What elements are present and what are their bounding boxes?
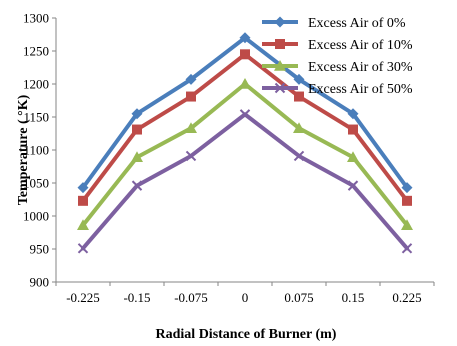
data-point bbox=[401, 182, 413, 194]
data-point bbox=[293, 122, 305, 134]
data-point bbox=[186, 91, 196, 102]
data-point bbox=[401, 219, 413, 231]
data-point bbox=[347, 151, 359, 163]
legend-label: Excess Air of 0% bbox=[308, 16, 406, 31]
data-point bbox=[185, 122, 197, 134]
data-point bbox=[239, 109, 251, 120]
x-tick-label: 0.15 bbox=[342, 290, 365, 305]
data-point bbox=[131, 180, 143, 191]
data-point-stroke bbox=[131, 180, 143, 191]
x-tick-label: -0.225 bbox=[66, 290, 100, 305]
data-point-stroke bbox=[239, 109, 251, 120]
data-point bbox=[77, 243, 89, 254]
data-point bbox=[240, 49, 250, 60]
data-point bbox=[185, 73, 197, 85]
x-tick-label: 0.075 bbox=[284, 290, 313, 305]
legend-item-2: Excess Air of 10% bbox=[262, 38, 413, 53]
y-tick-label: 1050 bbox=[23, 176, 49, 191]
data-point-stroke bbox=[77, 243, 89, 254]
data-point bbox=[185, 150, 197, 162]
x-axis-title: Radial Distance of Burner (m) bbox=[156, 327, 337, 342]
legend: Excess Air of 0% Excess Air of 10% Excess … bbox=[262, 16, 413, 97]
series-3 bbox=[77, 78, 413, 231]
legend-label: Excess Air of 10% bbox=[308, 38, 413, 53]
legend-label: Excess Air of 50% bbox=[308, 82, 413, 97]
data-point bbox=[131, 108, 143, 120]
data-point-stroke bbox=[401, 243, 413, 254]
y-tick-label: 1150 bbox=[23, 110, 49, 125]
y-axis-title: Temperature ( °K) bbox=[16, 94, 31, 205]
x-tick-label: 0.225 bbox=[392, 290, 421, 305]
series-1 bbox=[77, 32, 413, 194]
legend-swatch-marker bbox=[274, 82, 286, 94]
axes: 900 950 1000 1050 1100 1150 1200 1250 1300 -0.225… bbox=[23, 11, 435, 305]
legend-item-4: Excess Air of 50% bbox=[262, 82, 413, 97]
data-point bbox=[347, 108, 359, 120]
data-point bbox=[131, 151, 143, 163]
legend-label: Excess Air of 30% bbox=[308, 60, 413, 75]
x-tick-label: -0.15 bbox=[123, 290, 150, 305]
series-4 bbox=[77, 109, 413, 254]
data-point bbox=[78, 195, 88, 206]
data-point bbox=[293, 150, 305, 162]
legend-swatch-marker bbox=[274, 16, 286, 28]
data-point bbox=[402, 195, 412, 206]
data-point bbox=[347, 180, 359, 191]
y-tick-label: 1000 bbox=[23, 209, 49, 224]
y-tick-label: 900 bbox=[30, 275, 50, 290]
y-tick-label: 950 bbox=[30, 242, 50, 257]
legend-item-1: Excess Air of 0% bbox=[262, 16, 406, 31]
series-2 bbox=[78, 49, 412, 206]
y-tick-label: 1250 bbox=[23, 44, 49, 59]
data-point bbox=[239, 78, 251, 89]
data-point-stroke bbox=[347, 180, 359, 191]
data-point bbox=[77, 182, 89, 194]
legend-item-3: Excess Air of 30% bbox=[262, 60, 413, 75]
x-tick-label: -0.075 bbox=[174, 290, 208, 305]
data-point bbox=[348, 124, 358, 135]
legend-swatch-marker-stroke bbox=[274, 82, 286, 94]
y-tick-label: 1100 bbox=[23, 143, 49, 158]
data-point bbox=[401, 243, 413, 254]
data-point-stroke bbox=[185, 150, 197, 162]
y-tick-label: 1300 bbox=[23, 11, 49, 26]
x-tick-label: 0 bbox=[242, 290, 249, 305]
series-lines bbox=[77, 32, 413, 254]
data-point-stroke bbox=[293, 150, 305, 162]
data-point bbox=[293, 73, 305, 85]
series-line bbox=[81, 52, 409, 203]
data-point bbox=[294, 91, 304, 102]
legend-swatch-marker bbox=[275, 39, 285, 49]
y-tick-label: 1200 bbox=[23, 77, 49, 92]
data-point bbox=[132, 124, 142, 135]
series-line bbox=[81, 82, 409, 228]
legend-swatch-marker bbox=[274, 60, 286, 71]
data-point bbox=[239, 32, 251, 44]
data-point bbox=[77, 219, 89, 231]
